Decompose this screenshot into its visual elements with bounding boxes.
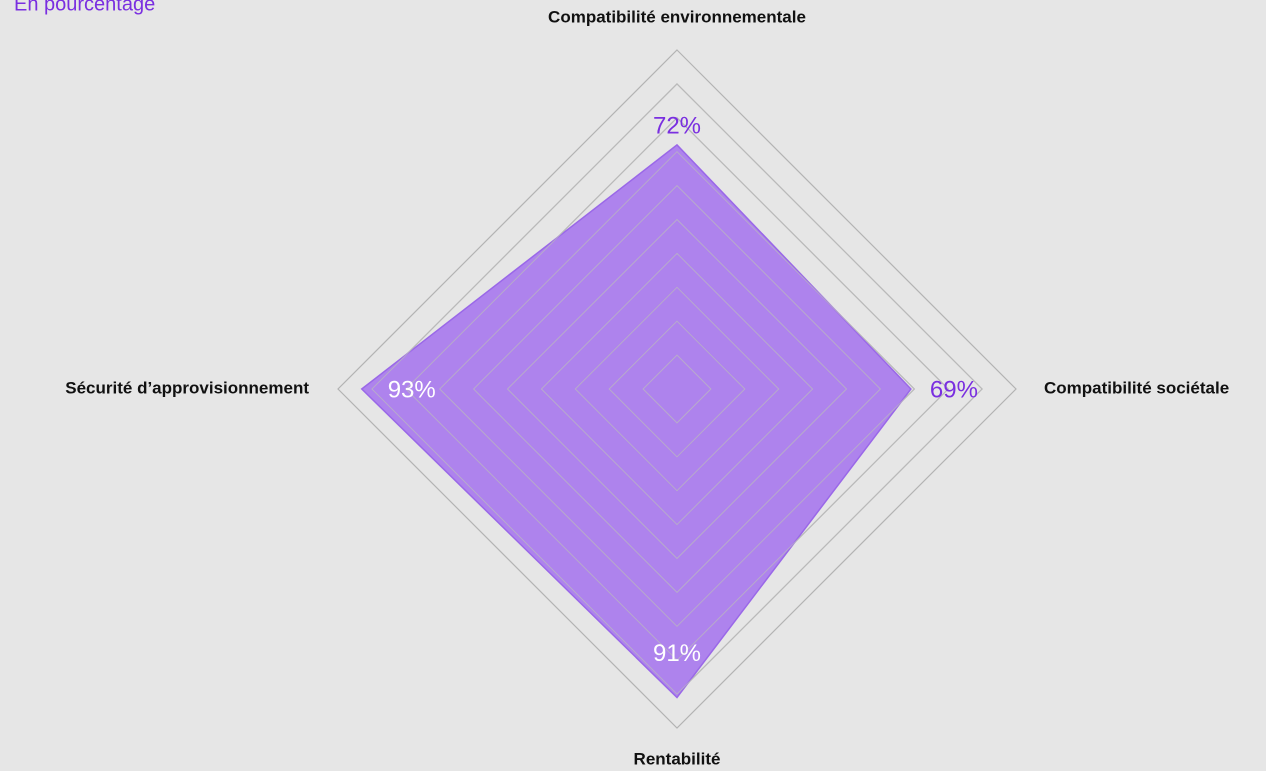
grid-ring-overlay — [371, 83, 983, 695]
axis-label: Sécurité d’approvisionnement — [65, 378, 309, 397]
grid-ring-overlay — [574, 286, 780, 492]
axis-label: Rentabilité — [634, 749, 721, 768]
grid-ring-overlay — [540, 252, 814, 526]
axis-label: Compatibilité environnementale — [548, 7, 806, 26]
grid-ring-overlay — [472, 184, 882, 594]
axis-label: Compatibilité sociétale — [1044, 378, 1229, 397]
grid-ring-overlay — [405, 117, 949, 661]
grid-ring-overlay — [438, 150, 916, 628]
value-label: 72% — [653, 112, 701, 139]
value-label: 91% — [653, 640, 701, 667]
value-label: 69% — [930, 376, 978, 403]
grid-ring-overlay — [506, 218, 848, 560]
grid-ring-overlay — [608, 320, 746, 458]
value-label: 93% — [388, 376, 436, 403]
grid-ring-overlay — [642, 354, 712, 424]
chart-subtitle: En pourcentage — [14, 0, 155, 15]
grid-ring — [337, 49, 1017, 729]
